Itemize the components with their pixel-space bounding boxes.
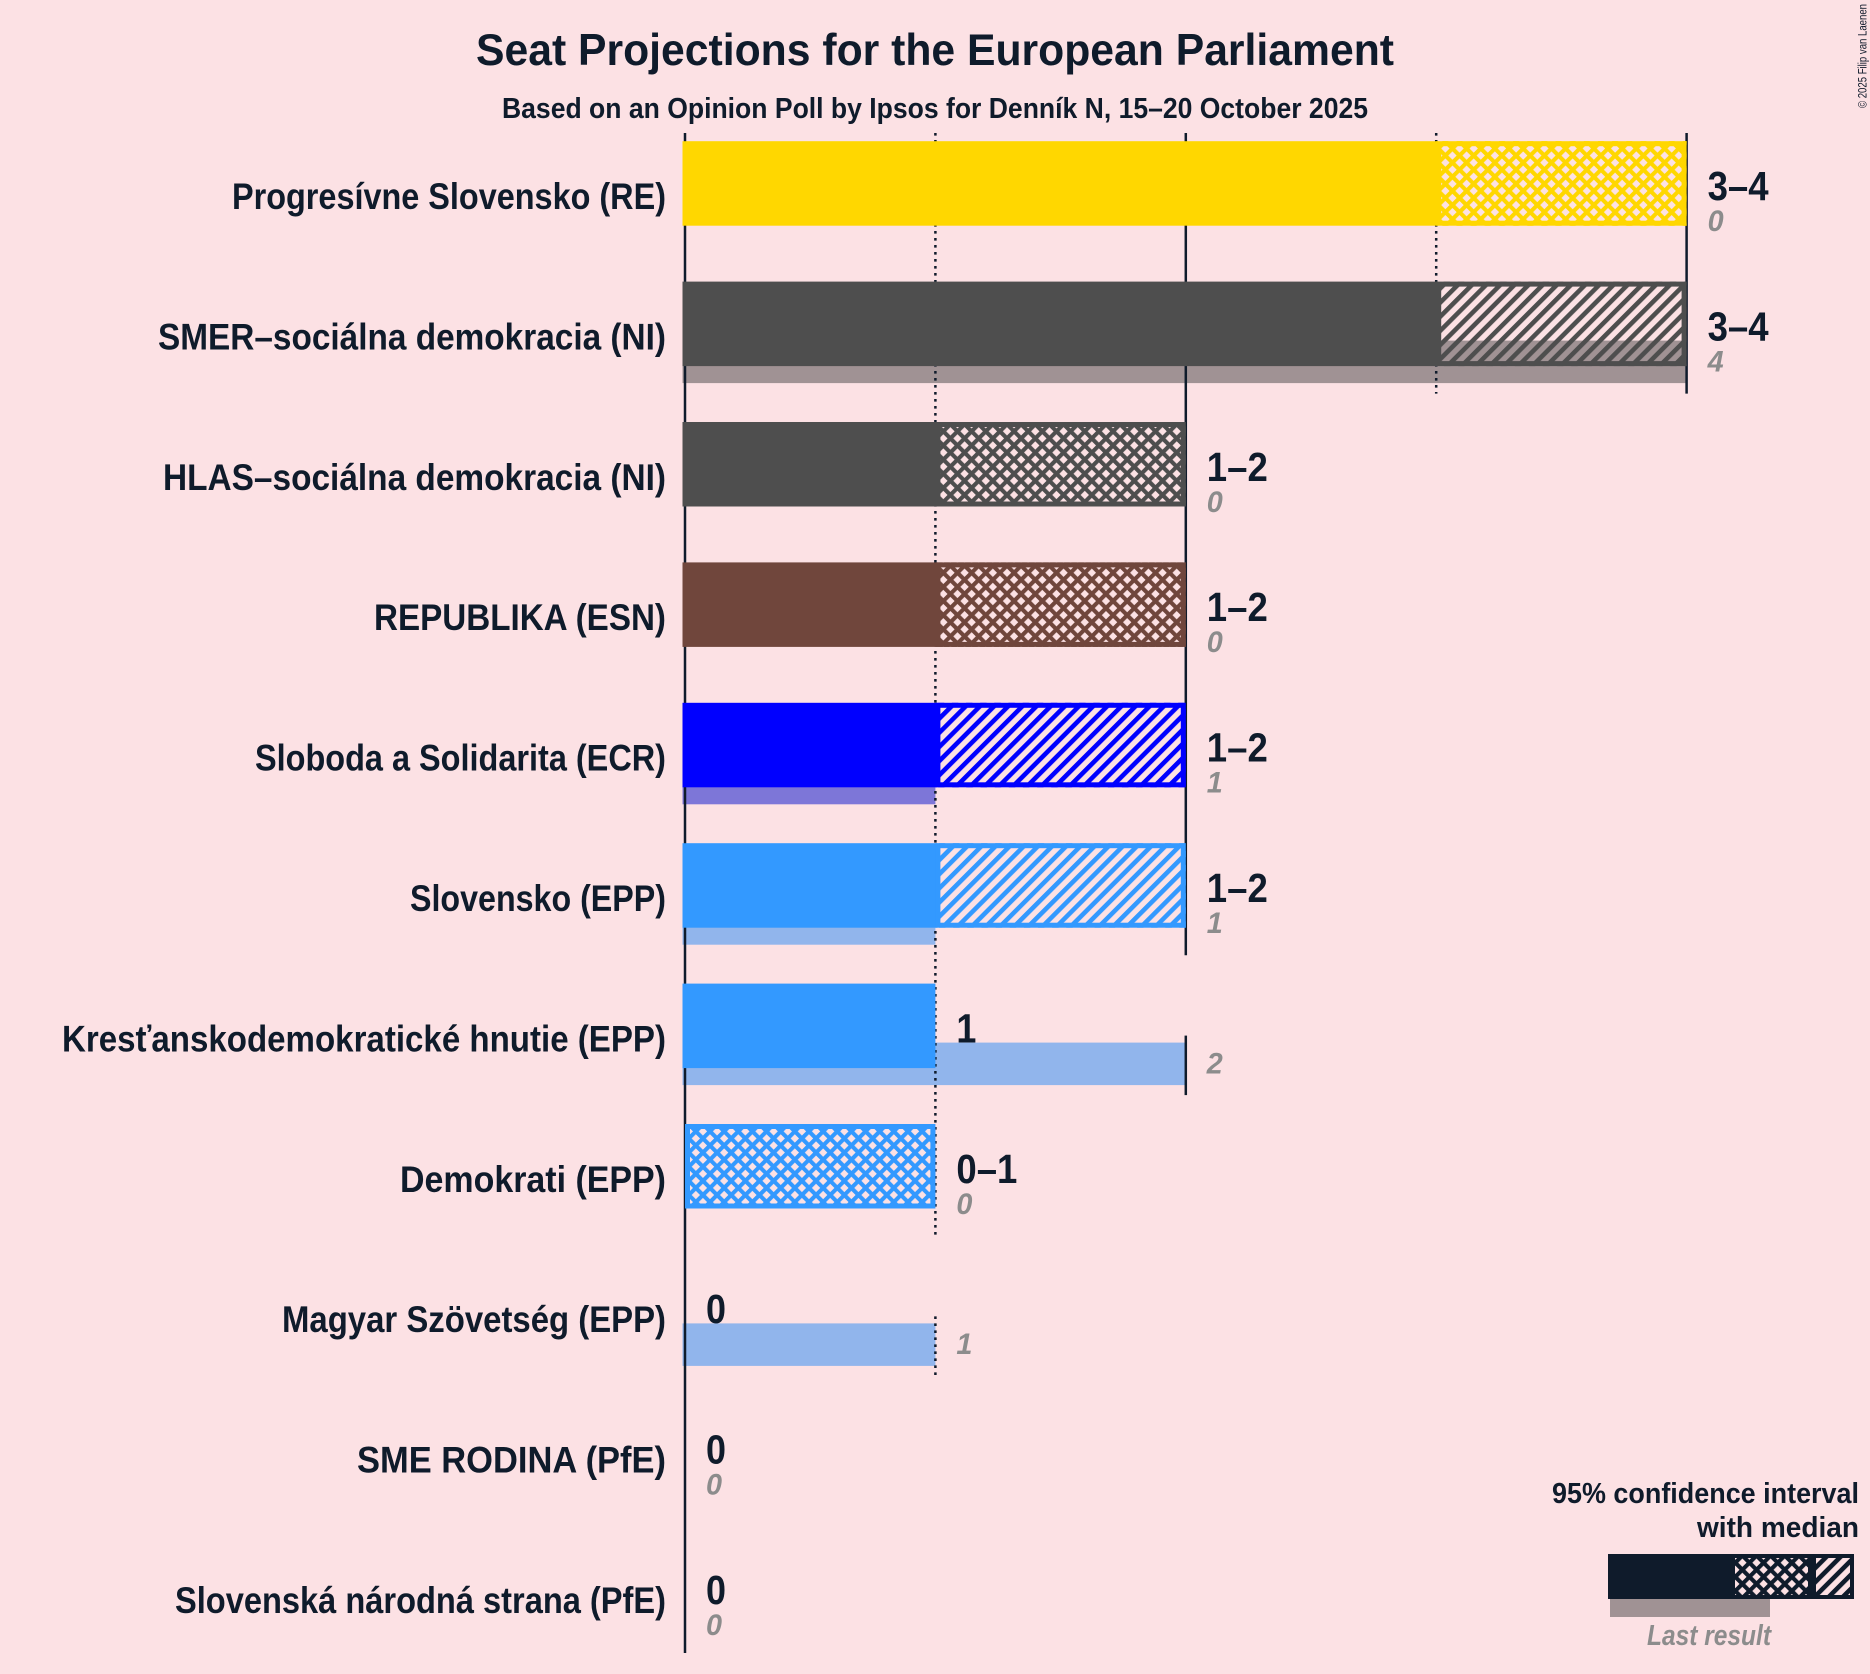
svg-text:0: 0 — [706, 1469, 722, 1502]
svg-text:Seat Projections for the Europ: Seat Projections for the European Parlia… — [476, 26, 1394, 75]
svg-text:1: 1 — [1207, 907, 1223, 940]
svg-text:Slovenská národná strana (PfE): Slovenská národná strana (PfE) — [175, 1579, 666, 1621]
svg-text:0: 0 — [706, 1567, 726, 1613]
svg-text:0: 0 — [1207, 486, 1223, 519]
svg-text:with median: with median — [1696, 1512, 1859, 1544]
svg-text:1–2: 1–2 — [1207, 584, 1268, 630]
svg-text:0: 0 — [706, 1427, 726, 1473]
svg-text:1–2: 1–2 — [1207, 865, 1268, 911]
svg-text:SME RODINA (PfE): SME RODINA (PfE) — [357, 1439, 666, 1481]
svg-text:© 2025 Filip van Laenen: © 2025 Filip van Laenen — [1858, 4, 1870, 108]
svg-text:REPUBLIKA (ESN): REPUBLIKA (ESN) — [374, 596, 666, 638]
svg-text:0: 0 — [1207, 626, 1223, 659]
svg-text:Magyar Szövetség (EPP): Magyar Szövetség (EPP) — [282, 1298, 666, 1340]
svg-text:3–4: 3–4 — [1708, 303, 1769, 349]
svg-text:Slovensko (EPP): Slovensko (EPP) — [410, 877, 666, 919]
svg-text:0: 0 — [706, 1609, 722, 1642]
svg-text:Demokrati (EPP): Demokrati (EPP) — [400, 1158, 666, 1200]
svg-text:1: 1 — [1207, 767, 1223, 800]
svg-text:1–2: 1–2 — [1207, 725, 1268, 771]
svg-text:SMER–sociálna demokracia (NI): SMER–sociálna demokracia (NI) — [158, 315, 666, 357]
svg-text:Progresívne Slovensko (RE): Progresívne Slovensko (RE) — [232, 175, 666, 217]
svg-text:Based on an Opinion Poll by Ip: Based on an Opinion Poll by Ipsos for De… — [502, 93, 1368, 125]
svg-text:4: 4 — [1707, 345, 1724, 378]
svg-text:2: 2 — [1206, 1047, 1223, 1080]
svg-text:Last result: Last result — [1647, 1620, 1772, 1652]
svg-text:95% confidence interval: 95% confidence interval — [1552, 1478, 1859, 1510]
svg-text:1–2: 1–2 — [1207, 444, 1268, 490]
svg-text:3–4: 3–4 — [1708, 163, 1769, 209]
svg-text:Sloboda a Solidarita (ECR): Sloboda a Solidarita (ECR) — [255, 737, 666, 779]
svg-text:HLAS–sociálna demokracia (NI): HLAS–sociálna demokracia (NI) — [163, 456, 666, 498]
svg-text:0: 0 — [706, 1286, 726, 1332]
svg-text:1: 1 — [956, 1005, 976, 1051]
svg-text:1: 1 — [956, 1328, 972, 1361]
svg-text:0: 0 — [956, 1188, 972, 1221]
svg-text:Kresťanskodemokratické hnutie: Kresťanskodemokratické hnutie (EPP) — [62, 1017, 666, 1059]
svg-text:0: 0 — [1708, 205, 1724, 238]
svg-text:0–1: 0–1 — [956, 1146, 1017, 1192]
